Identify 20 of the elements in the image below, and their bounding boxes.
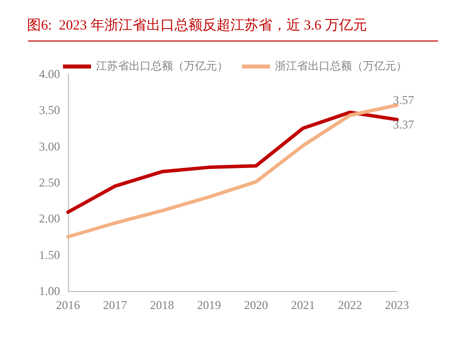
x-tick-label: 2016 xyxy=(56,298,80,312)
chart-title: 图6: 2023 年浙江省出口总额反超江苏省，近 3.6 万亿元 xyxy=(27,18,367,34)
y-tick-label: 1.50 xyxy=(39,248,60,262)
y-tick-label: 2.50 xyxy=(39,176,60,190)
x-tick-label: 2023 xyxy=(385,298,409,312)
x-tick-label: 2022 xyxy=(338,298,362,312)
legend-label: 浙江省出口总额（万亿元） xyxy=(275,60,407,72)
y-tick-label: 4.00 xyxy=(39,67,60,81)
y-tick-label: 3.00 xyxy=(39,139,60,154)
y-tick-label: 1.00 xyxy=(39,284,60,298)
data-label: 3.57 xyxy=(393,93,414,108)
x-tick-label: 2017 xyxy=(103,298,127,312)
x-tick-label: 2019 xyxy=(197,298,221,312)
y-tick-label: 2.00 xyxy=(39,212,60,226)
x-tick-label: 2021 xyxy=(291,298,315,312)
y-tick-label: 3.50 xyxy=(39,103,60,118)
legend-label: 江苏省出口总额（万亿元） xyxy=(96,60,228,72)
x-tick-label: 2020 xyxy=(244,298,268,312)
data-label: 3.37 xyxy=(393,118,414,132)
x-tick-label: 2018 xyxy=(150,298,174,312)
